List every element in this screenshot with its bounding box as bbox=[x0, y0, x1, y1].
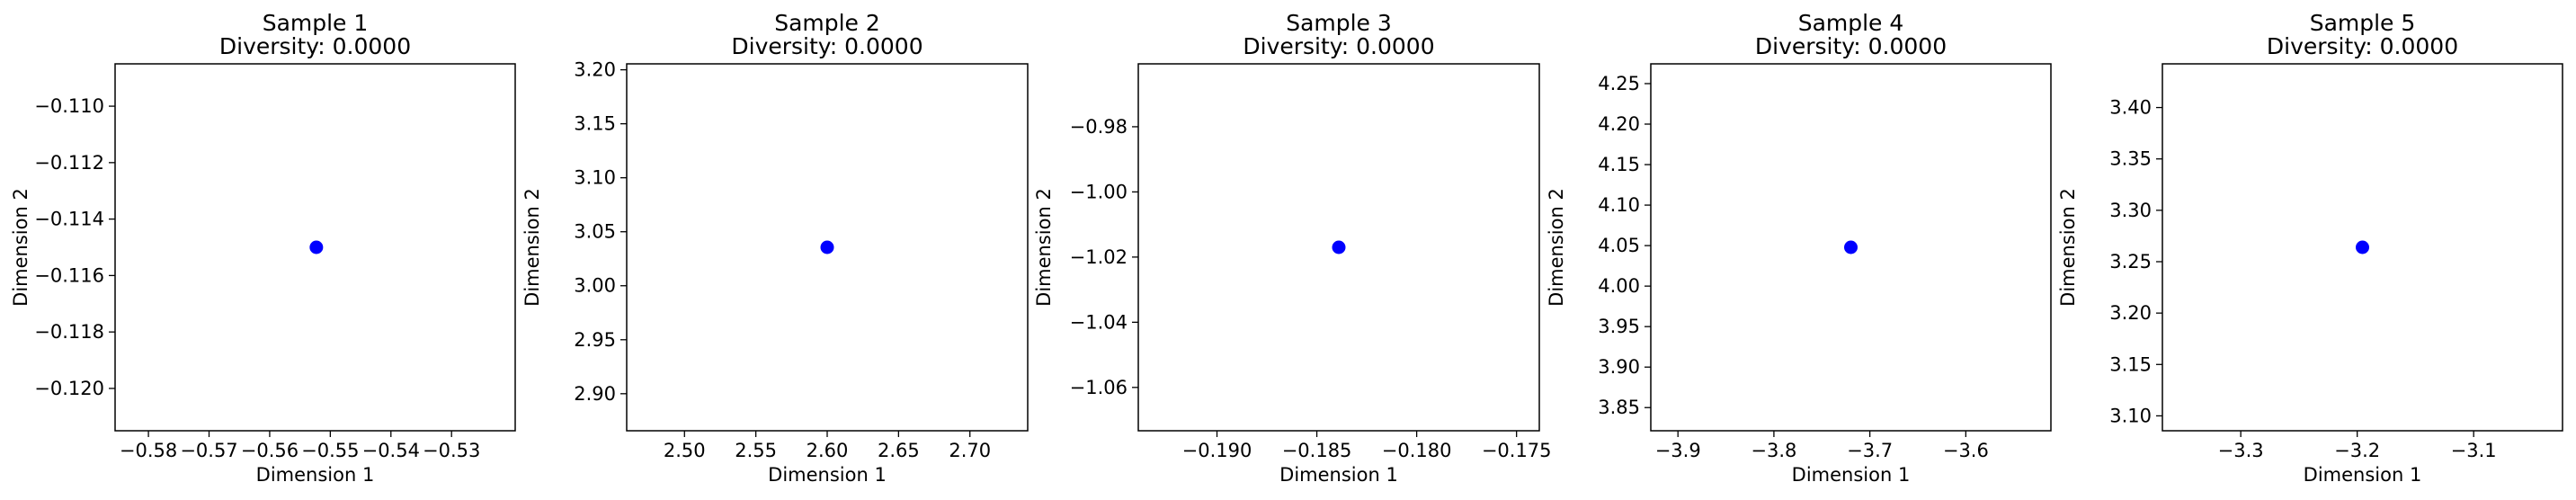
x-axis-label: Dimension 1 bbox=[2304, 464, 2422, 486]
x-tick-label: −0.175 bbox=[1482, 440, 1552, 461]
y-axis-label: Dimension 2 bbox=[1546, 188, 1567, 307]
y-tick-label: 3.10 bbox=[574, 167, 616, 189]
chart-subtitle: Diversity: 0.0000 bbox=[2267, 33, 2458, 59]
x-tick-label: 2.55 bbox=[735, 440, 777, 461]
data-point bbox=[820, 240, 834, 254]
y-tick-label: 2.95 bbox=[574, 329, 616, 351]
x-tick-label: −0.190 bbox=[1182, 440, 1252, 461]
plot-area-frame bbox=[114, 63, 516, 432]
x-tick-label: −3.1 bbox=[2451, 440, 2497, 461]
y-tick-label: −0.112 bbox=[34, 152, 104, 174]
x-tick-label: −0.53 bbox=[423, 440, 480, 461]
chart-subtitle: Diversity: 0.0000 bbox=[1755, 33, 1947, 59]
y-tick-label: 3.85 bbox=[1598, 397, 1640, 418]
y-tick-label: 4.05 bbox=[1598, 235, 1640, 256]
chart-subtitle: Diversity: 0.0000 bbox=[1243, 33, 1434, 59]
y-tick-label: 3.35 bbox=[2109, 148, 2152, 170]
x-tick-label: −3.3 bbox=[2218, 440, 2264, 461]
x-tick-label: −0.56 bbox=[241, 440, 299, 461]
x-tick-label: 2.65 bbox=[878, 440, 920, 461]
y-axis-label: Dimension 2 bbox=[521, 188, 543, 307]
x-tick-label: −3.6 bbox=[1943, 440, 1989, 461]
x-tick-label: 2.50 bbox=[664, 440, 706, 461]
data-point bbox=[309, 240, 324, 254]
chart-title: Sample 3 bbox=[1286, 10, 1392, 36]
y-tick-label: 2.90 bbox=[574, 383, 616, 405]
y-tick-label: 3.05 bbox=[574, 221, 616, 243]
y-tick-label: 3.00 bbox=[574, 275, 616, 297]
y-tick-label: 3.25 bbox=[2109, 251, 2152, 272]
y-tick-label: −1.04 bbox=[1070, 311, 1128, 333]
x-axis-label: Dimension 1 bbox=[1279, 464, 1398, 486]
y-tick-label: −0.98 bbox=[1070, 116, 1128, 138]
y-axis-label: Dimension 2 bbox=[10, 188, 31, 307]
chart-subtitle: Diversity: 0.0000 bbox=[219, 33, 411, 59]
data-point bbox=[1332, 240, 1346, 254]
x-tick-label: 2.60 bbox=[807, 440, 849, 461]
x-tick-label: −0.185 bbox=[1282, 440, 1352, 461]
y-tick-label: −0.120 bbox=[34, 378, 104, 399]
chart-subtitle: Diversity: 0.0000 bbox=[731, 33, 923, 59]
chart-title: Sample 2 bbox=[774, 10, 880, 36]
y-tick-label: 3.40 bbox=[2109, 97, 2152, 119]
y-tick-label: 3.20 bbox=[2109, 302, 2152, 324]
y-tick-label: −1.00 bbox=[1070, 181, 1128, 202]
data-point bbox=[2356, 240, 2369, 254]
y-tick-label: 3.90 bbox=[1598, 356, 1640, 378]
x-tick-label: −0.55 bbox=[301, 440, 359, 461]
y-axis-label: Dimension 2 bbox=[2057, 188, 2079, 307]
y-tick-label: 3.20 bbox=[574, 59, 616, 81]
data-point bbox=[1844, 240, 1858, 254]
y-tick-label: −0.116 bbox=[34, 264, 104, 286]
plot-area-frame bbox=[1137, 63, 1540, 432]
x-tick-label: −0.54 bbox=[362, 440, 420, 461]
chart-title: Sample 4 bbox=[1798, 10, 1904, 36]
y-tick-label: 3.15 bbox=[574, 113, 616, 135]
y-axis-label: Dimension 2 bbox=[1033, 188, 1055, 307]
x-tick-label: 2.70 bbox=[949, 440, 991, 461]
y-tick-label: 4.10 bbox=[1598, 194, 1640, 216]
x-axis-label: Dimension 1 bbox=[768, 464, 887, 486]
x-tick-label: −3.7 bbox=[1847, 440, 1893, 461]
y-tick-label: 4.00 bbox=[1598, 275, 1640, 297]
plot-area-frame bbox=[2162, 63, 2563, 432]
y-tick-label: −0.118 bbox=[34, 321, 104, 343]
y-tick-label: −0.114 bbox=[34, 209, 104, 230]
x-axis-label: Dimension 1 bbox=[256, 464, 375, 486]
plot-area-frame bbox=[1650, 63, 2052, 432]
y-tick-label: −1.02 bbox=[1070, 246, 1128, 268]
y-tick-label: −1.06 bbox=[1070, 377, 1128, 398]
y-tick-label: −0.110 bbox=[34, 95, 104, 117]
chart-title: Sample 5 bbox=[2310, 10, 2416, 36]
y-tick-label: 3.95 bbox=[1598, 316, 1640, 337]
x-axis-label: Dimension 1 bbox=[1792, 464, 1911, 486]
y-tick-label: 3.10 bbox=[2109, 405, 2152, 426]
x-tick-label: −0.180 bbox=[1382, 440, 1452, 461]
x-tick-label: −3.2 bbox=[2334, 440, 2380, 461]
y-tick-label: 3.15 bbox=[2109, 353, 2152, 375]
x-tick-label: −0.58 bbox=[120, 440, 177, 461]
x-tick-label: −3.9 bbox=[1655, 440, 1701, 461]
y-tick-label: 4.15 bbox=[1598, 154, 1640, 175]
chart-title: Sample 1 bbox=[263, 10, 369, 36]
x-tick-label: −0.57 bbox=[180, 440, 237, 461]
y-tick-label: 3.30 bbox=[2109, 200, 2152, 221]
y-tick-label: 4.20 bbox=[1598, 113, 1640, 135]
y-tick-label: 4.25 bbox=[1598, 73, 1640, 94]
x-tick-label: −3.8 bbox=[1751, 440, 1796, 461]
